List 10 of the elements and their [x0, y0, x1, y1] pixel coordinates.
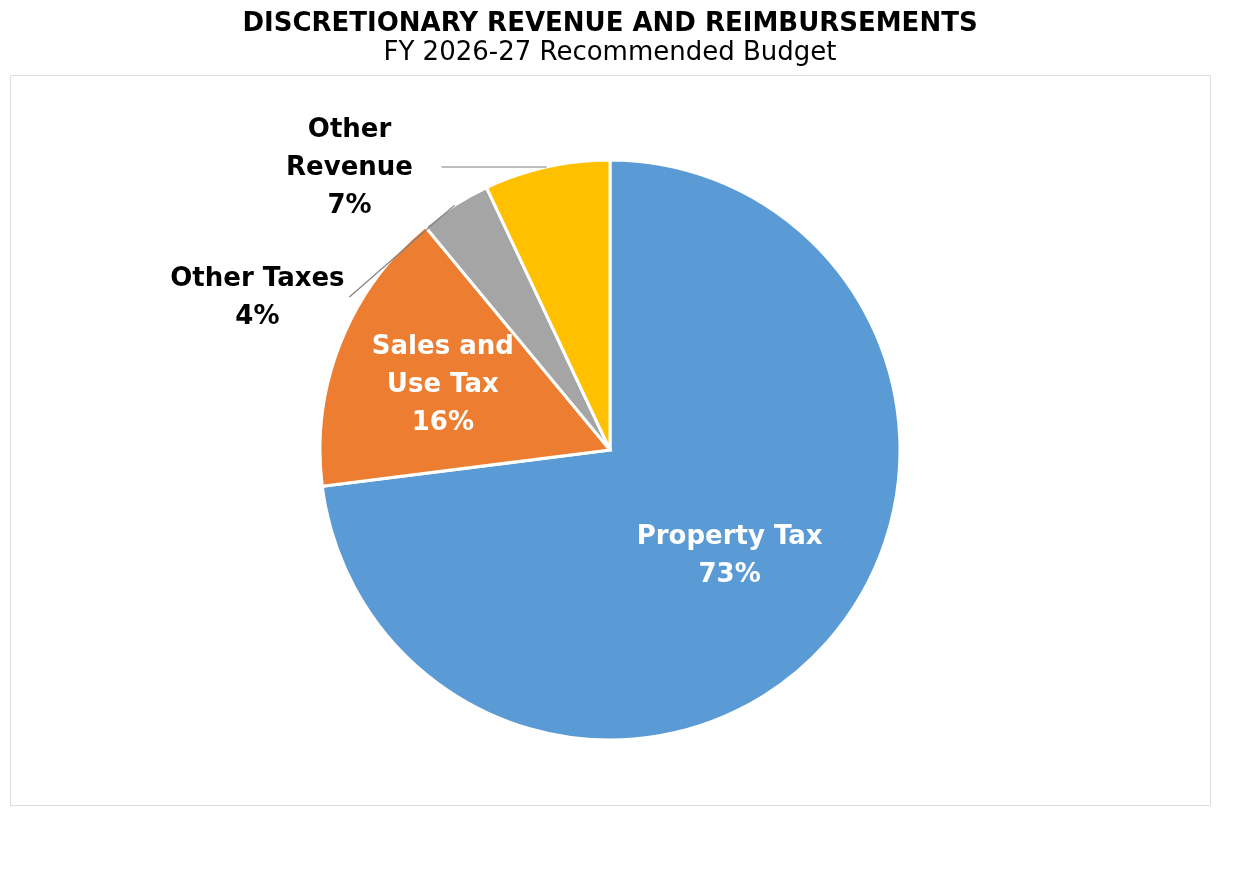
chart-subtitle: FY 2026-27 Recommended Budget: [383, 36, 837, 66]
slice-label: Property Tax: [636, 520, 823, 551]
slice-label: Sales and Use Tax: [371, 329, 514, 398]
data-label: 73%: [698, 558, 761, 589]
data-label: 16%: [411, 405, 474, 436]
data-label: 7%: [327, 188, 372, 219]
chart-title: DISCRETIONARY REVENUE AND REIMBURSEMENTS: [242, 7, 978, 37]
slice-label: Other Revenue: [286, 112, 413, 181]
data-label: 4%: [235, 299, 280, 330]
slice-label: Other Taxes: [170, 261, 345, 292]
